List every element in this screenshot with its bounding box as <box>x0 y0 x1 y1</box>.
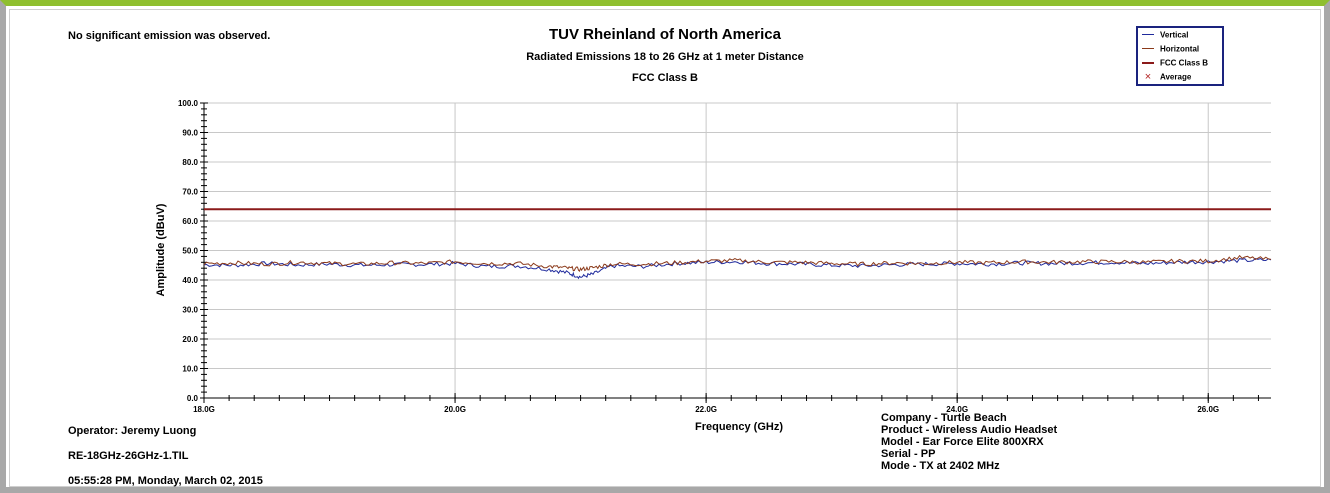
x-tick-label: 18.0G <box>193 405 215 414</box>
product-line: Product - Wireless Audio Headset <box>881 424 1058 436</box>
product-info: Company - Turtle Beach Product - Wireles… <box>881 412 1057 472</box>
y-tick-label: 40.0 <box>182 276 198 285</box>
test-file-name: RE-18GHz-26GHz-1.TIL <box>68 450 189 462</box>
y-tick-label: 100.0 <box>178 99 199 108</box>
axis-ticks <box>200 102 1271 403</box>
test-datetime: 05:55:28 PM, Monday, March 02, 2015 <box>68 475 263 487</box>
y-tick-label: 10.0 <box>182 365 198 374</box>
y-tick-labels: 0.0 10.0 20.0 30.0 40.0 50.0 60.0 70.0 80.0 90.0 1… <box>178 99 199 403</box>
y-axis-title: Amplitude (dBuV) <box>155 203 167 296</box>
y-tick-label: 60.0 <box>182 217 198 226</box>
x-tick-label: 24.0G <box>946 405 968 414</box>
x-tick-label: 26.0G <box>1197 405 1219 414</box>
y-tick-label: 50.0 <box>182 247 198 256</box>
vertical-series-line <box>203 258 1272 280</box>
legend-item-average: × Average <box>1142 71 1192 84</box>
legend-item-vertical: Vertical <box>1142 30 1188 42</box>
chart-title: TUV Rheinland of North America <box>549 26 781 43</box>
y-tick-label: 90.0 <box>182 129 198 138</box>
legend-label-vertical: Vertical <box>1160 30 1189 40</box>
horizontal-series-line <box>203 254 1272 272</box>
legend-label-horizontal: Horizontal <box>1160 44 1200 54</box>
mode-line: Mode - TX at 2402 MHz <box>881 460 1000 472</box>
plot-border <box>9 9 1321 487</box>
y-tick-label: 30.0 <box>182 306 198 315</box>
chart-subtitle-class: FCC Class B <box>631 72 699 84</box>
y-tick-label: 20.0 <box>182 335 198 344</box>
company-line: Company - Turtle Beach <box>881 412 1007 424</box>
average-marker-icon: × <box>1144 71 1152 83</box>
x-tick-labels: 18.0G 20.0G 22.0G 24.0G 26.0G <box>193 405 1219 414</box>
chart-legend: Vertical Horizontal FCC Class B × Average <box>1136 26 1224 86</box>
x-tick-label: 20.0G <box>444 405 466 414</box>
legend-item-horizontal: Horizontal <box>1142 44 1199 56</box>
series-lines <box>203 208 1272 280</box>
x-tick-label: 22.0G <box>695 405 717 414</box>
y-tick-label: 0.0 <box>187 394 199 403</box>
model-line: Model - Ear Force Elite 800XRX <box>881 436 1044 448</box>
chart-subtitle: Radiated Emissions 18 to 26 GHz at 1 met… <box>526 51 804 63</box>
operator-label: Operator: Jeremy Luong <box>68 425 197 437</box>
serial-line: Serial - PP <box>881 448 936 460</box>
observation-note: No significant emission was observed. <box>68 30 271 42</box>
legend-label-fcc: FCC Class B <box>1160 58 1209 68</box>
y-tick-label: 70.0 <box>182 188 198 197</box>
legend-label-average: Average <box>1160 72 1192 82</box>
grid-lines <box>203 102 1271 399</box>
legend-item-fcc-class-b: FCC Class B <box>1142 58 1208 70</box>
x-axis-title: Frequency (GHz) <box>695 421 783 433</box>
y-tick-label: 80.0 <box>182 158 198 167</box>
